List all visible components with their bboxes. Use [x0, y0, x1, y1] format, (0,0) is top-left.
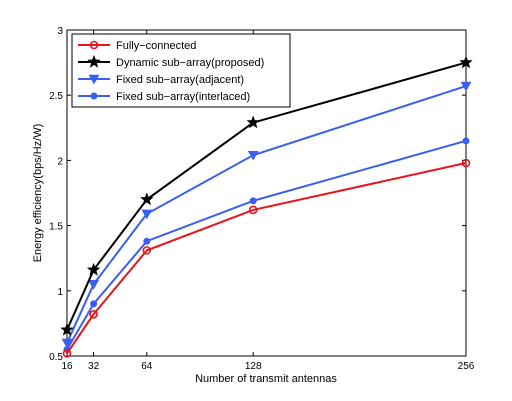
legend-marker [87, 54, 101, 68]
legend-item: Dynamic sub−array(proposed) [78, 54, 264, 69]
axis-ticks: 16 32 64 128 256 0.5 1 1.5 2 2.5 3 [49, 26, 475, 372]
data-point [89, 309, 98, 319]
x-tick-label: 32 [88, 361, 100, 372]
legend-item: Fixed sub−array(interlaced) [78, 91, 250, 103]
legend-marker [89, 40, 99, 50]
legend-box [71, 33, 291, 108]
data-point [62, 349, 72, 358]
legend-item: Fixed sub−array(adjacent) [78, 74, 244, 86]
legend-label: Fixed sub−array(interlaced) [116, 91, 250, 103]
data-point [249, 197, 257, 205]
y-tick-label: 1 [57, 287, 63, 298]
legend-item: Fully−connected [78, 40, 196, 52]
data-point [248, 205, 258, 215]
data-point [247, 150, 259, 161]
data-point [462, 137, 470, 145]
series-1 [62, 158, 471, 358]
legend-label: Fully−connected [116, 40, 196, 52]
data-point [60, 322, 74, 336]
data-point [141, 209, 153, 220]
data-point [246, 115, 261, 129]
data-point [460, 81, 472, 92]
data-point [142, 246, 152, 255]
y-tick-label: 2 [57, 156, 63, 167]
data-point [90, 300, 98, 308]
legend-marker [88, 74, 100, 85]
data-point [459, 55, 473, 69]
series-2 [60, 55, 473, 336]
legend-label: Dynamic sub−array(proposed) [116, 57, 264, 69]
x-tick-label: 16 [61, 361, 73, 372]
y-tick-label: 2.5 [49, 91, 63, 102]
series-line [66, 162, 467, 354]
data-point [88, 280, 100, 290]
data-point [461, 158, 471, 168]
x-tick-label: 128 [245, 361, 262, 372]
x-tick-label: 256 [458, 361, 475, 372]
x-axis-label: Number of transmit antennas [195, 373, 337, 385]
y-tick-label: 1.5 [49, 222, 63, 233]
legend-marker [90, 92, 98, 100]
y-tick-label: 3 [57, 26, 63, 37]
y-tick-label: 0.5 [49, 352, 63, 363]
data-point [143, 237, 151, 245]
x-tick-label: 64 [141, 361, 153, 372]
data-point [61, 338, 73, 349]
y-axis-label: Energy efficiency(bps/Hz/W) [32, 124, 44, 263]
data-point [139, 192, 154, 206]
legend-label: Fixed sub−array(adjacent) [116, 74, 244, 86]
legend: Fully−connected Dynamic sub−array(propose… [71, 33, 291, 108]
series-layer [60, 55, 473, 358]
series-3 [61, 81, 472, 349]
data-point [86, 262, 101, 276]
